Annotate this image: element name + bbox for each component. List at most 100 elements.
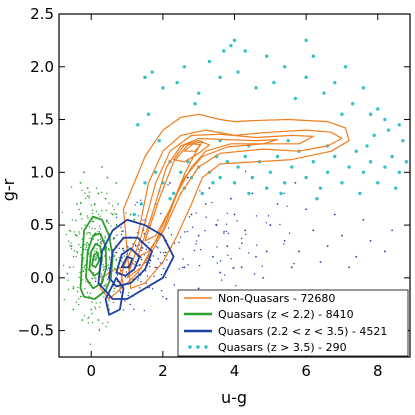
point-quasars-z-3-5-290 <box>243 154 247 159</box>
point-quasars-z-2-2-8410 <box>83 266 85 269</box>
point-quasars-z-2-2-8410 <box>69 230 72 232</box>
point-quasars-z-3-5-290 <box>157 138 161 143</box>
point-quasars-z-2-2-8410 <box>89 292 92 295</box>
point-quasars-z-2-2-8410 <box>91 277 94 280</box>
point-quasars-2-2-z-3-5-4521 <box>165 251 167 254</box>
point-quasars-z-2-2-8410 <box>78 231 80 233</box>
point-quasars-z-3-5-290 <box>358 191 362 196</box>
point-quasars-2-2-z-3-5-4521 <box>124 300 126 302</box>
point-quasars-z-3-5-290 <box>376 107 380 111</box>
point-quasars-z-2-2-8410 <box>78 208 80 211</box>
point-quasars-z-2-2-8410 <box>113 208 115 211</box>
point-quasars-z-2-2-8410 <box>106 220 109 223</box>
point-quasars-2-2-z-3-5-4521 <box>298 250 300 253</box>
point-quasars-z-2-2-8410 <box>73 231 76 233</box>
point-quasars-z-3-5-290 <box>350 102 355 106</box>
point-quasars-z-3-5-290 <box>361 170 366 175</box>
point-quasars-2-2-z-3-5-4521 <box>145 270 147 272</box>
point-quasars-z-2-2-8410 <box>104 197 107 200</box>
point-quasars-z-3-5-290 <box>175 80 179 85</box>
point-quasars-z-2-2-8410 <box>84 197 87 199</box>
point-quasars-2-2-z-3-5-4521 <box>245 233 247 236</box>
point-quasars-z-2-2-8410 <box>107 264 109 266</box>
point-quasars-2-2-z-3-5-4521 <box>239 247 241 249</box>
point-quasars-z-2-2-8410 <box>113 255 116 258</box>
point-quasars-z-3-5-290 <box>347 165 351 169</box>
point-quasars-z-3-5-290 <box>304 75 308 80</box>
point-quasars-2-2-z-3-5-4521 <box>140 242 142 244</box>
point-quasars-z-2-2-8410 <box>75 255 77 258</box>
point-quasars-2-2-z-3-5-4521 <box>102 269 105 271</box>
x-tick-label: 0 <box>86 362 96 380</box>
point-quasars-2-2-z-3-5-4521 <box>362 218 365 221</box>
point-quasars-2-2-z-3-5-4521 <box>255 215 258 217</box>
point-quasars-z-2-2-8410 <box>88 196 90 199</box>
point-quasars-z-2-2-8410 <box>118 256 120 259</box>
point-quasars-2-2-z-3-5-4521 <box>121 257 123 259</box>
point-quasars-z-2-2-8410 <box>125 212 127 214</box>
point-quasars-2-2-z-3-5-4521 <box>197 287 200 290</box>
point-quasars-z-2-2-8410 <box>94 277 96 279</box>
point-quasars-2-2-z-3-5-4521 <box>119 290 121 292</box>
point-quasars-2-2-z-3-5-4521 <box>199 190 201 192</box>
point-quasars-z-3-5-290 <box>143 75 147 80</box>
point-quasars-z-2-2-8410 <box>113 290 115 293</box>
point-quasars-z-2-2-8410 <box>85 242 88 244</box>
contour-non-quasars-72680 <box>183 143 202 152</box>
point-quasars-z-3-5-290 <box>376 181 380 185</box>
point-quasars-z-3-5-290 <box>218 75 222 80</box>
point-quasars-2-2-z-3-5-4521 <box>165 276 167 279</box>
point-quasars-z-2-2-8410 <box>90 204 92 206</box>
contour-quasars-2-2-z-3-5-4521 <box>104 276 125 316</box>
point-quasars-2-2-z-3-5-4521 <box>276 203 279 205</box>
point-quasars-2-2-z-3-5-4521 <box>149 259 151 261</box>
contour-non-quasars-72680 <box>122 113 350 289</box>
point-quasars-z-2-2-8410 <box>133 218 136 221</box>
point-quasars-2-2-z-3-5-4521 <box>198 264 201 267</box>
point-quasars-2-2-z-3-5-4521 <box>180 236 182 238</box>
point-quasars-z-2-2-8410 <box>66 272 68 275</box>
point-quasars-2-2-z-3-5-4521 <box>148 286 150 289</box>
point-quasars-2-2-z-3-5-4521 <box>182 258 184 260</box>
plot-marks <box>61 38 409 345</box>
point-quasars-2-2-z-3-5-4521 <box>204 203 207 205</box>
point-quasars-2-2-z-3-5-4521 <box>155 267 158 269</box>
point-quasars-z-2-2-8410 <box>88 316 90 318</box>
legend-label-non-quasars: Non-Quasars - 72680 <box>218 292 335 305</box>
point-quasars-2-2-z-3-5-4521 <box>211 201 213 204</box>
point-quasars-z-2-2-8410 <box>65 233 68 236</box>
point-quasars-z-3-5-290 <box>179 170 183 175</box>
point-quasars-z-2-2-8410 <box>100 273 102 275</box>
point-quasars-2-2-z-3-5-4521 <box>151 288 154 290</box>
point-quasars-2-2-z-3-5-4521 <box>186 230 189 233</box>
point-quasars-z-2-2-8410 <box>100 242 102 245</box>
point-quasars-z-3-5-290 <box>232 38 237 43</box>
point-quasars-z-2-2-8410 <box>86 215 89 217</box>
point-quasars-z-2-2-8410 <box>112 301 115 304</box>
point-quasars-z-2-2-8410 <box>98 328 100 331</box>
point-quasars-2-2-z-3-5-4521 <box>139 287 141 289</box>
point-quasars-z-2-2-8410 <box>76 203 78 205</box>
point-quasars-2-2-z-3-5-4521 <box>223 230 225 233</box>
point-quasars-2-2-z-3-5-4521 <box>178 241 180 244</box>
point-quasars-2-2-z-3-5-4521 <box>137 215 140 217</box>
point-quasars-z-2-2-8410 <box>79 271 81 274</box>
point-quasars-2-2-z-3-5-4521 <box>106 219 108 221</box>
axis-ticks: 0 2 4 6 8 −0.5 0.0 0.5 1.0 1.5 2.0 2.5 <box>18 5 410 380</box>
point-quasars-2-2-z-3-5-4521 <box>167 184 169 186</box>
point-quasars-2-2-z-3-5-4521 <box>283 240 286 242</box>
point-quasars-z-2-2-8410 <box>67 279 69 281</box>
point-quasars-z-2-2-8410 <box>115 181 118 184</box>
point-quasars-z-2-2-8410 <box>96 248 98 250</box>
point-quasars-z-2-2-8410 <box>99 301 102 304</box>
point-quasars-z-2-2-8410 <box>97 231 99 233</box>
point-quasars-2-2-z-3-5-4521 <box>195 243 197 245</box>
point-quasars-2-2-z-3-5-4521 <box>134 244 137 246</box>
point-quasars-2-2-z-3-5-4521 <box>305 208 308 211</box>
point-quasars-2-2-z-3-5-4521 <box>216 262 218 264</box>
point-quasars-2-2-z-3-5-4521 <box>369 240 372 242</box>
point-quasars-2-2-z-3-5-4521 <box>182 266 184 269</box>
point-quasars-z-3-5-290 <box>372 133 376 138</box>
point-quasars-z-2-2-8410 <box>112 238 115 240</box>
point-quasars-2-2-z-3-5-4521 <box>233 213 236 216</box>
